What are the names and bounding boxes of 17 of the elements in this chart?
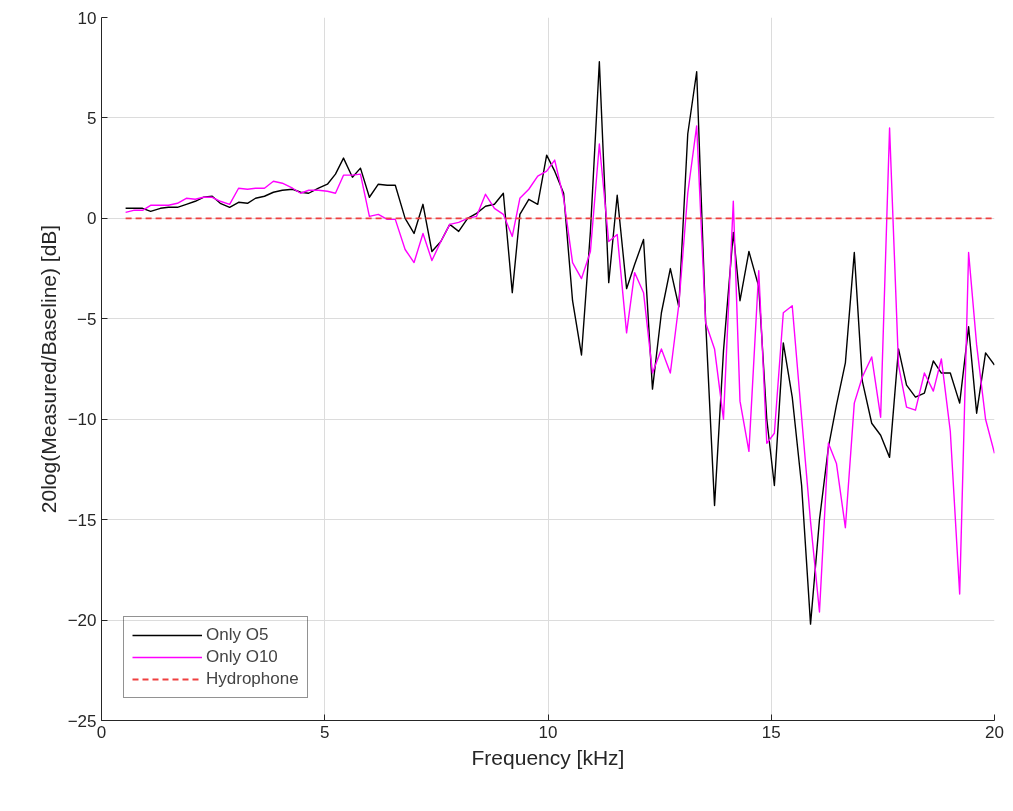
- y-tick-label: −20: [67, 611, 97, 631]
- y-axis-title: 20log(Measured/Baseline) [dB]: [36, 224, 60, 514]
- x-axis-title: Frequency [kHz]: [471, 745, 625, 769]
- y-tick-label: 10: [77, 8, 97, 28]
- y-tick-label: 5: [87, 108, 97, 128]
- x-tick-label: 10: [538, 722, 558, 742]
- y-tick-label: −10: [67, 410, 97, 430]
- legend-label: Hydrophone: [206, 669, 299, 689]
- y-tick-label: −15: [67, 510, 97, 530]
- legend-label: Only O5: [206, 625, 269, 645]
- y-tick-label: 0: [87, 209, 97, 229]
- legend-label: Only O10: [206, 647, 278, 667]
- x-tick-label: 15: [761, 722, 781, 742]
- y-tick-label: −5: [77, 309, 97, 329]
- y-tick-label: −25: [67, 711, 97, 731]
- x-tick-label: 5: [320, 722, 330, 742]
- x-tick-label: 20: [985, 722, 1004, 742]
